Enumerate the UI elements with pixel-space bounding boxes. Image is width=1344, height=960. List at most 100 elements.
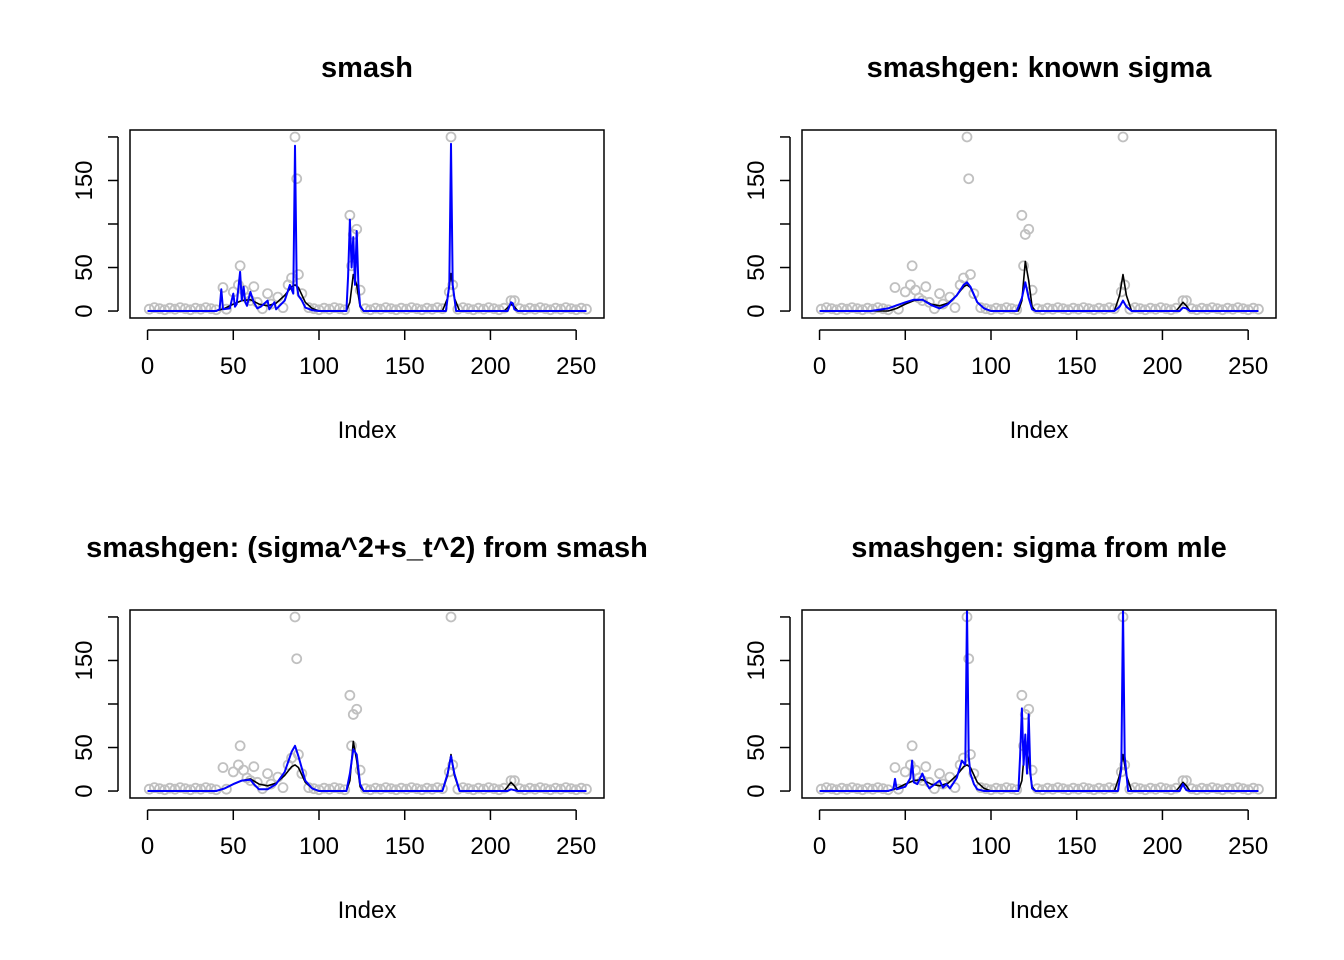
observed-point [1247, 302, 1259, 314]
observed-point [1083, 783, 1095, 795]
panel-1: smash 0 50 100 150 200 250 Index 0 50 150 [71, 52, 605, 444]
observed-point [565, 303, 577, 315]
observed-point [821, 782, 832, 794]
observed-point [401, 303, 412, 315]
observed-point [846, 302, 858, 314]
observed-point [416, 784, 428, 796]
observed-point [524, 302, 536, 314]
observed-point [467, 304, 479, 316]
y-tick-label: 150 [743, 640, 770, 680]
observed-point [195, 783, 207, 795]
observed-point [1242, 304, 1254, 316]
x-tick-label: 150 [1057, 353, 1097, 380]
observed-point [1093, 782, 1105, 794]
observed-point [1023, 223, 1035, 235]
observed-point [1016, 209, 1028, 221]
observed-point [862, 302, 873, 314]
x-tick-label: 250 [556, 833, 596, 860]
observed-point [1037, 304, 1048, 316]
observed-point [1073, 783, 1084, 795]
observed-point [262, 288, 273, 300]
observed-point [906, 260, 918, 272]
y-tick-label: 0 [743, 304, 770, 317]
observed-point [1047, 783, 1059, 795]
observed-point [815, 303, 827, 315]
observed-point [995, 303, 1007, 315]
observed-point [143, 303, 155, 315]
observed-point [272, 291, 284, 303]
observed-point [529, 783, 541, 795]
observed-point [990, 782, 1002, 794]
observed-point [1011, 304, 1023, 316]
observed-point [339, 784, 351, 796]
observed-point [339, 304, 351, 316]
observed-point [1191, 304, 1203, 316]
observed-point [493, 784, 505, 796]
y-tick-label: 50 [743, 734, 770, 761]
observed-point [963, 653, 975, 665]
observed-point [1237, 303, 1249, 315]
observed-point [1139, 304, 1151, 316]
observed-point [905, 279, 916, 291]
observed-point [980, 303, 992, 315]
chart-title: smashgen: (sigma^2+s_t^2) from smash [86, 532, 648, 564]
observed-point [473, 302, 484, 314]
observed-point [233, 759, 244, 771]
observed-point [1237, 783, 1249, 795]
y-tick-label: 50 [71, 734, 98, 761]
observed-point [1253, 783, 1264, 795]
x-tick-label: 200 [470, 353, 510, 380]
observed-point [416, 304, 428, 316]
observed-point [445, 611, 457, 623]
observed-point [1083, 303, 1095, 315]
observed-point [217, 762, 229, 773]
observed-point [1222, 782, 1233, 794]
observed-point [164, 302, 176, 314]
observed-point [841, 783, 853, 795]
observed-point [980, 783, 992, 795]
y-tick-label: 0 [71, 784, 98, 797]
observed-point [159, 784, 171, 796]
x-tick-label: 150 [385, 833, 425, 860]
x-tick-label: 150 [385, 353, 425, 380]
observed-point [519, 784, 531, 796]
observed-point [200, 782, 212, 794]
observed-point [570, 304, 582, 316]
observed-point [872, 302, 884, 314]
observed-point [990, 302, 1002, 314]
observed-point [545, 304, 556, 316]
observed-point [565, 783, 577, 795]
observed-point [262, 768, 273, 780]
x-axis: 0 50 100 150 200 250 [141, 329, 596, 380]
y-axis: 0 50 150 [71, 136, 119, 318]
observed-point [370, 302, 381, 314]
observed-point [395, 302, 407, 314]
observed-point [968, 768, 980, 780]
observed-point [154, 303, 165, 315]
observed-point [174, 782, 186, 794]
observed-point [205, 783, 217, 795]
observed-point [1170, 302, 1182, 314]
observed-point [545, 784, 556, 796]
observed-point [1088, 304, 1100, 316]
x-axis: 0 50 100 150 200 250 [813, 329, 1268, 380]
y-tick-label: 150 [71, 160, 98, 200]
observed-point [514, 783, 525, 795]
x-tick-label: 250 [1228, 833, 1268, 860]
observed-point [1042, 302, 1053, 314]
x-tick-label: 200 [1142, 353, 1182, 380]
observed-point [334, 783, 345, 795]
observed-point [862, 782, 873, 794]
x-axis-label: Index [1010, 897, 1069, 924]
estimate-line [819, 281, 1259, 312]
observed-point [323, 783, 335, 795]
observed-point [445, 131, 457, 143]
x-tick-label: 0 [141, 833, 154, 860]
x-tick-label: 50 [220, 353, 247, 380]
x-tick-label: 100 [971, 353, 1011, 380]
observed-point [867, 783, 879, 795]
observed-point [493, 304, 505, 316]
observed-point [143, 783, 155, 795]
x-tick-label: 250 [556, 353, 596, 380]
